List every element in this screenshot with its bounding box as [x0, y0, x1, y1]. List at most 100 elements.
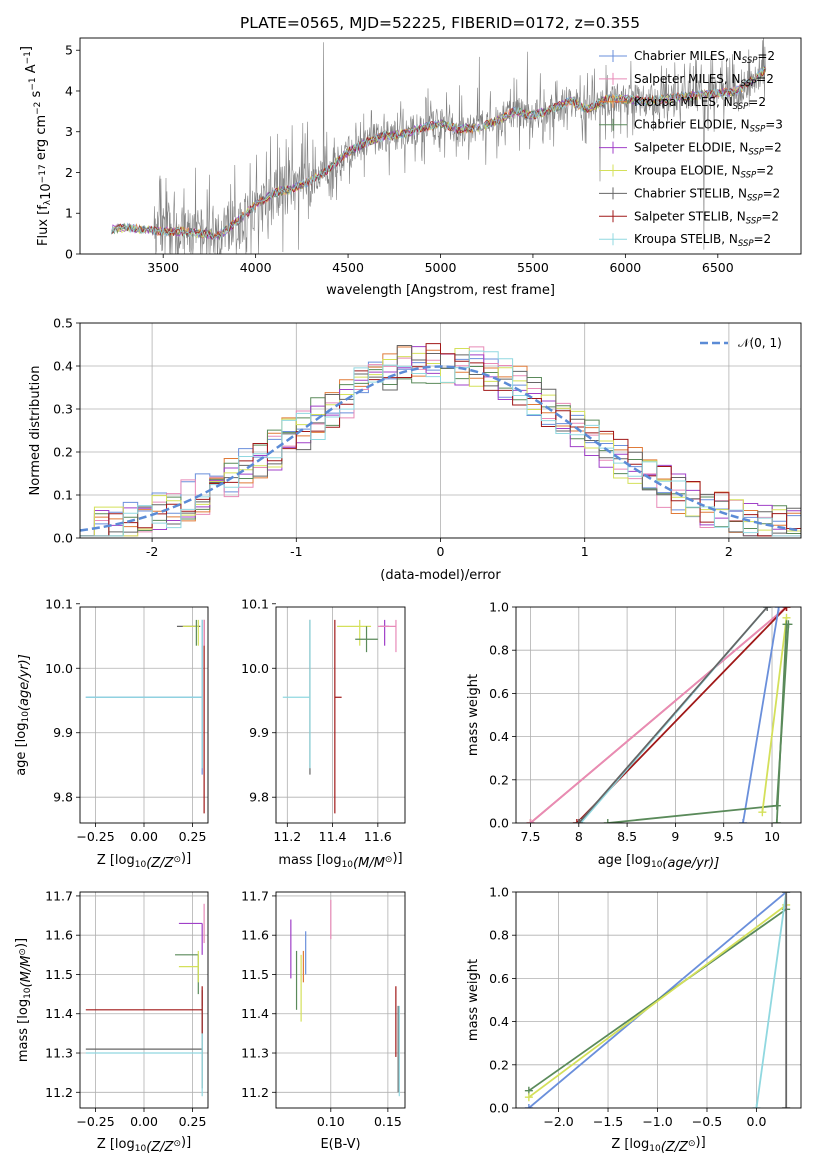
mass_vs_ebv-ytick-label: 11.3 — [241, 1046, 269, 1061]
normal-distribution-curve — [80, 365, 801, 532]
age_vs_z-plot-area — [80, 607, 208, 823]
spectrum-data-line — [111, 38, 767, 254]
residuals-frame — [79, 322, 802, 539]
weight-series-line — [607, 624, 790, 823]
panel-age_vs_z: −0.25 0.00 0.25 9.8 9.9 10.0 10.1 Z [log10(Z/Z⊙… — [14, 596, 209, 871]
age_vs_mass-xlabel: mass [log10(M/M⊙)] — [278, 851, 402, 871]
panel-mass_vs_ebv: 0.10 0.15 11.2 11.3 11.4 11.5 11.6 11.7 E(B-V) — [241, 888, 406, 1152]
spectrum-xtick-label: 5500 — [517, 260, 549, 275]
spectrum-model-line — [111, 65, 766, 240]
spectrum-ytick-label: 2 — [65, 165, 73, 180]
mass_vs_ebv-ytick-label: 11.5 — [241, 967, 269, 982]
weight_vs_age-xtick-label: 9.5 — [714, 829, 734, 844]
residuals-xtick-label: 1 — [581, 544, 589, 559]
weight-series-marker — [526, 819, 535, 823]
weight-series-marker — [524, 1104, 533, 1108]
mass_vs_z-xtick-label: 0.25 — [179, 1114, 207, 1129]
weight_vs_z-frame — [515, 891, 802, 1109]
weight_vs_z-xtick-label: −0.5 — [692, 1114, 722, 1129]
residuals-ytick-label: 0.1 — [53, 488, 73, 503]
residuals-xtick-label: 0 — [437, 544, 445, 559]
weight-series-line — [742, 607, 780, 823]
panel-spectrum: 3500 4000 4500 5000 5500 6000 6500 0 1 2 3 4 5 wavele… — [19, 37, 802, 298]
residuals-xtick-label: 2 — [725, 544, 733, 559]
spectrum-xtick-label: 4000 — [240, 260, 272, 275]
weight-series-marker — [758, 808, 767, 817]
weight_vs_z-ytick-label: 0.2 — [489, 1057, 509, 1072]
residuals-xlabel: (data-model)/error — [380, 568, 501, 583]
weight_vs_z-ytick-label: 0.6 — [489, 971, 509, 986]
weight-series-line — [775, 624, 788, 823]
mass_vs_ebv-ytick-label: 11.2 — [241, 1085, 269, 1100]
weight_vs_z-ytick-label: 0.8 — [489, 928, 509, 943]
weight_vs_age-frame — [515, 606, 802, 824]
spectrum-legend-entry: Chabrier ELODIE, NSSP=3 — [634, 118, 783, 135]
weight-series-line — [755, 892, 788, 1108]
mass_vs_ebv-frame — [275, 891, 406, 1109]
age_vs_z-ytick-label: 10.1 — [45, 596, 73, 611]
mass_vs_z-ytick-label: 11.7 — [45, 888, 73, 903]
mass_vs_z-ytick-label: 11.4 — [45, 1006, 73, 1021]
weight_vs_age-ytick-label: 0.0 — [489, 816, 509, 831]
weight_vs_age-xlabel: age [log10(age/yr)] — [598, 853, 720, 871]
weight-series-marker — [763, 607, 772, 611]
residuals-ylabel: Normed distribution — [28, 366, 43, 496]
weight-series-line — [529, 607, 788, 823]
age_vs_z-ytick-label: 9.8 — [53, 790, 73, 805]
weight-series-line — [578, 607, 768, 823]
weight_vs_z-ytick-label: 0.4 — [489, 1014, 509, 1029]
mass_vs_z-ytick-label: 11.3 — [45, 1046, 73, 1061]
spectrum-ytick-label: 3 — [65, 124, 73, 139]
weight-series-marker — [572, 819, 581, 823]
age_vs_z-xtick-label: 0.00 — [130, 829, 158, 844]
mass_vs_z-frame — [79, 891, 209, 1109]
age_vs_mass-ytick-label: 9.8 — [249, 790, 269, 805]
weight-series-marker — [782, 620, 791, 629]
mass_vs_z-xtick-label: 0.00 — [130, 1114, 158, 1129]
panel-mass_vs_z: −0.25 0.00 0.25 11.2 11.3 11.4 11.5 11.6 11.7 Z [… — [14, 888, 209, 1155]
age_vs_z-xtick-label: −0.25 — [76, 829, 114, 844]
age_vs_mass-plot-area — [276, 607, 405, 823]
weight_vs_z-xtick-label: −1.0 — [642, 1114, 672, 1129]
age_vs_z-xlabel: Z [log10(Z/Z⊙)] — [97, 851, 191, 871]
spectrum-model-line — [111, 66, 766, 240]
mass_vs_ebv-xtick-label: 0.10 — [317, 1114, 345, 1129]
age_vs_mass-xtick-label: 11.6 — [364, 829, 392, 844]
age_vs_mass-ytick-label: 9.9 — [249, 725, 269, 740]
spectrum-legend-entry: Chabrier STELIB, NSSP=2 — [634, 186, 780, 203]
weight_vs_age-ytick-label: 0.4 — [489, 729, 509, 744]
age_vs_mass-xtick-label: 11.2 — [273, 829, 301, 844]
spectrum-ylabel: Flux [fλ10−17 erg cm−2 s−1 A−1] — [19, 46, 54, 246]
weight_vs_age-xtick-label: 9 — [671, 829, 679, 844]
mass_vs_z-ytick-label: 11.2 — [45, 1085, 73, 1100]
weight_vs_z-xlabel: Z [log10(Z/Z⊙)] — [611, 1135, 705, 1155]
weight-series-marker — [774, 607, 783, 611]
weight_vs_z-ylabel: mass weight — [466, 959, 481, 1041]
weight_vs_z-xtick-label: 0.0 — [747, 1114, 767, 1129]
residuals-ytick-label: 0.3 — [53, 402, 73, 417]
residuals-ytick-label: 0.0 — [53, 531, 73, 546]
weight-series-marker — [739, 819, 748, 823]
weight_vs_age-ylabel: mass weight — [466, 674, 481, 756]
spectrum-legend-entry: Kroupa STELIB, NSSP=2 — [634, 232, 771, 249]
mass_vs_z-ytick-label: 11.6 — [45, 928, 73, 943]
residuals-ytick-label: 0.2 — [53, 445, 73, 460]
weight_vs_age-ytick-label: 0.2 — [489, 772, 509, 787]
weight-series-marker — [524, 1093, 533, 1102]
panel-residuals: -2 -1 0 1 2 0.0 0.1 0.2 0.3 0.4 0.5 (data-model)/er… — [28, 316, 802, 583]
mass_vs_ebv-ytick-label: 11.7 — [241, 888, 269, 903]
weight_vs_z-ytick-label: 1.0 — [489, 885, 509, 900]
spectrum-xtick-label: 5000 — [425, 260, 457, 275]
age_vs_z-ytick-label: 9.9 — [53, 725, 73, 740]
spectrum-ytick-label: 5 — [65, 43, 73, 58]
weight-series-marker — [772, 819, 781, 823]
panel-age_vs_mass: 11.2 11.4 11.6 9.8 9.9 10.0 10.1 mass [log10(M/… — [241, 596, 406, 871]
age_vs_z-frame — [79, 606, 209, 824]
age_vs_z-ylabel: age [log10(age/yr)] — [14, 654, 32, 776]
mass_vs_z-ytick-label: 11.5 — [45, 967, 73, 982]
mass_vs_z-plot-area — [80, 892, 208, 1108]
weight_vs_z-xtick-label: −2.0 — [543, 1114, 573, 1129]
weight_vs_age-ytick-label: 1.0 — [489, 600, 509, 615]
spectrum-ytick-label: 0 — [65, 247, 73, 262]
